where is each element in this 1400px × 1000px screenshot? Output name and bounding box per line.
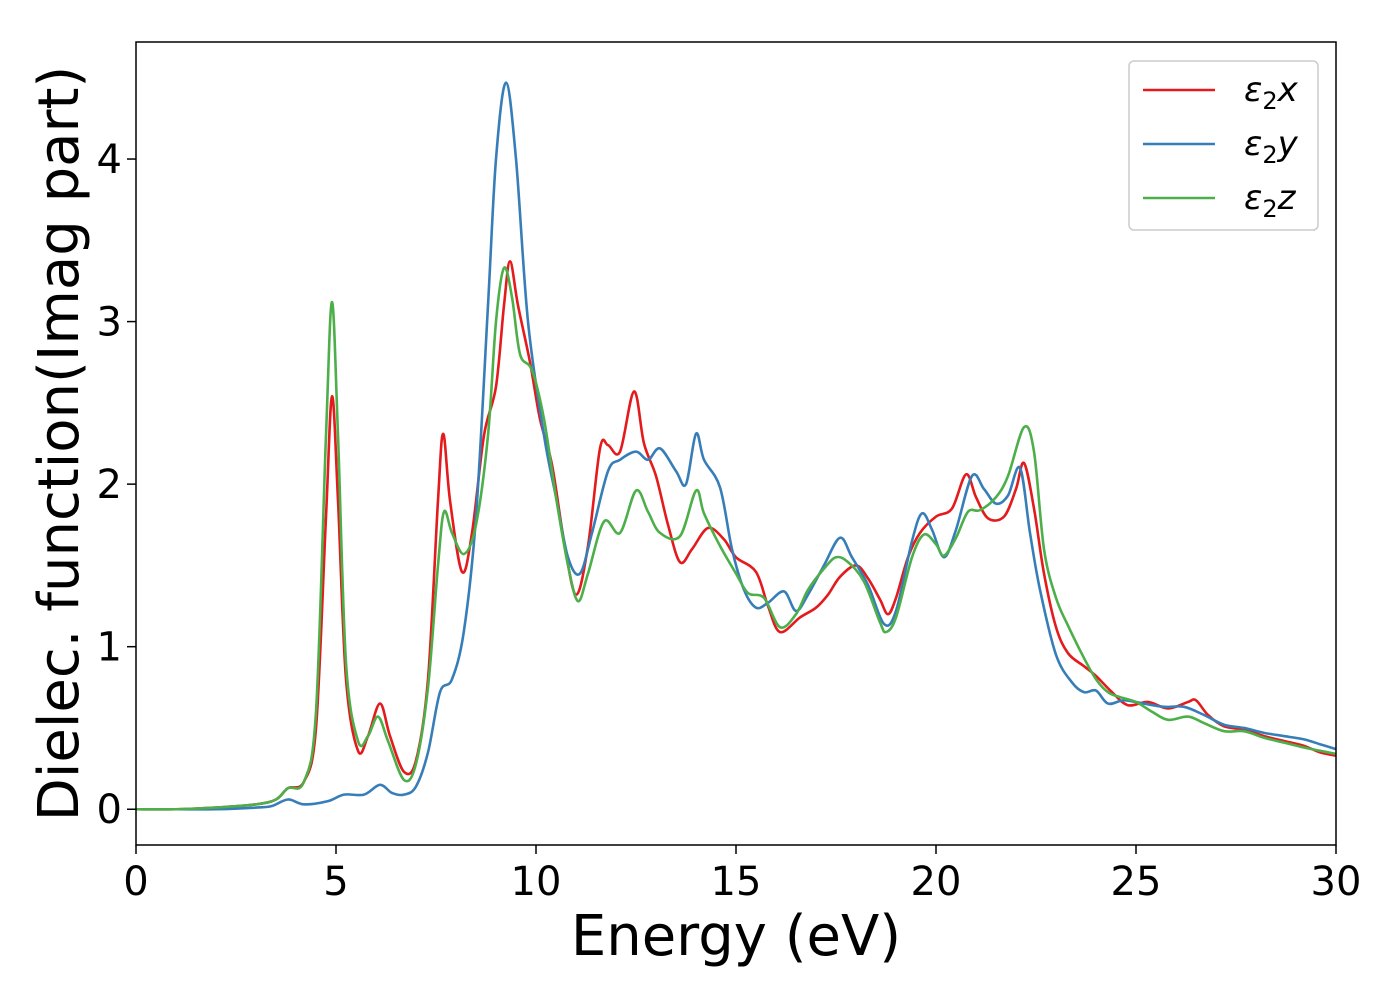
x-tick-label: 30 [1311, 859, 1362, 905]
legend-label-x: ε2x [1244, 70, 1299, 115]
x-tick-label: 20 [911, 859, 962, 905]
x-axis-title: Energy (eV) [571, 904, 901, 969]
y-tick-label: 1 [97, 625, 122, 671]
legend-label-z: ε2z [1244, 178, 1297, 223]
legend-label-y: ε2y [1244, 124, 1299, 169]
series-line-y [136, 81, 1336, 811]
y-tick-label: 4 [97, 137, 122, 183]
series-line-z [136, 266, 1336, 811]
x-tick-label: 15 [711, 859, 762, 905]
x-tick-label: 5 [323, 859, 348, 905]
x-tick-label: 0 [123, 859, 148, 905]
series-layer [136, 81, 1336, 811]
y-tick-label: 0 [97, 787, 122, 833]
y-axis-ticks: 0 1 2 3 4 [97, 137, 136, 833]
y-axis-title: Dielec. function(Imag part) [27, 66, 92, 822]
y-tick-label: 3 [97, 300, 122, 346]
legend-box [1128, 60, 1319, 231]
y-tick-label: 2 [97, 462, 122, 508]
x-tick-label: 25 [1111, 859, 1162, 905]
legend: ε2x ε2y ε2z [1128, 60, 1319, 231]
x-axis-ticks: 0 5 10 15 20 25 30 [123, 845, 1361, 905]
x-tick-label: 10 [511, 859, 562, 905]
